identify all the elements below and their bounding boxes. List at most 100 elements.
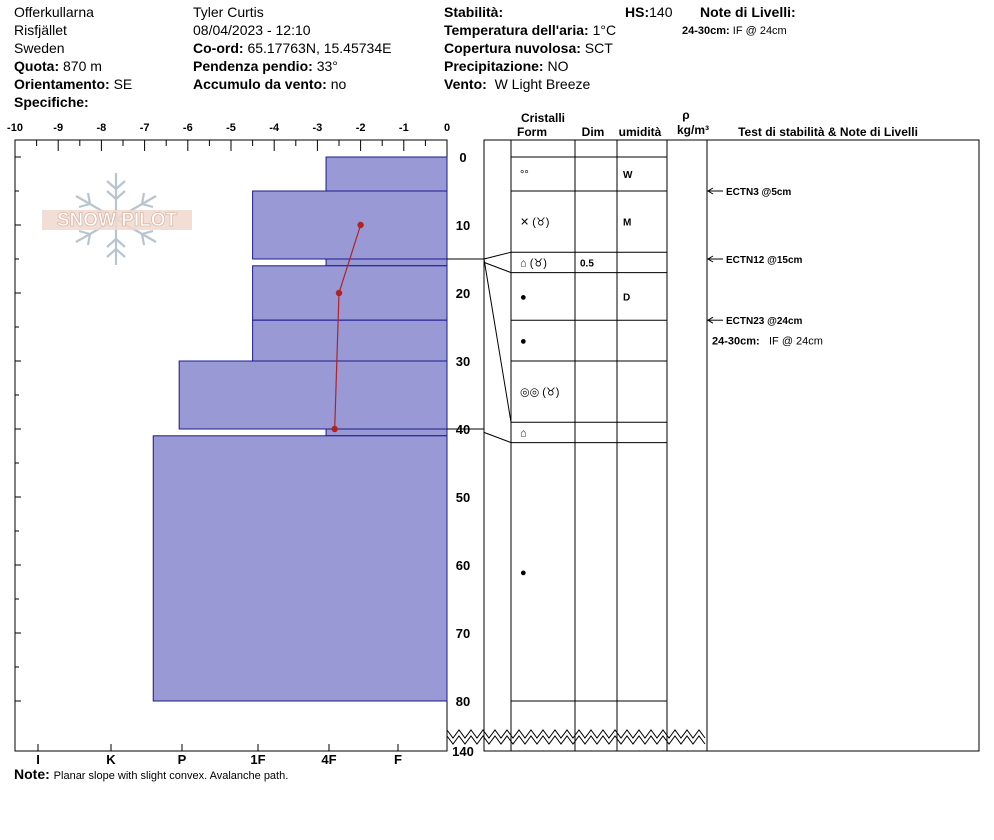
stability-test-label: ECTN3 @5cm: [726, 187, 791, 198]
site-info: Offerkullarna Risfjället Sweden Quota: 8…: [14, 3, 132, 111]
elevation-label: Quota:: [14, 58, 60, 74]
hardness-layer-bar: [252, 190, 448, 260]
hardness-tick-label: F: [394, 752, 402, 767]
hardness-layer-bar: [252, 265, 448, 321]
air-temperature: Temperatura dell'aria: 1°C: [444, 21, 616, 39]
coords-label: Co-ord:: [193, 40, 244, 56]
density-unit-header: kg/m³: [677, 123, 709, 137]
depth-tick-label: 30: [456, 354, 470, 369]
depth-tick-label: 10: [456, 218, 470, 233]
hardness-layer-bar: [325, 428, 448, 437]
depth-max-label: 140: [452, 744, 474, 759]
footer-note: Note: Planar slope with slight convex. A…: [14, 765, 288, 785]
wind-value: W Light Breeze: [494, 76, 591, 92]
grain-form-symbol: ◎◎ (♉): [520, 387, 559, 399]
depth-tick-label: 50: [456, 490, 470, 505]
observer-info: Tyler Curtis 08/04/2023 - 12:10 Co-ord: …: [193, 3, 391, 93]
air-temp-value: 1°C: [592, 22, 617, 38]
slope: Pendenza pendio: 33°: [193, 57, 391, 75]
stability-test-label: ECTN12 @15cm: [726, 255, 803, 266]
cloud-cover: Copertura nuvolosa: SCT: [444, 39, 616, 57]
stability-tests-header: Test di stabilità & Note di Livelli: [738, 125, 918, 139]
strata-frame: [483, 139, 980, 752]
slope-value: 33°: [316, 58, 338, 74]
wind-loading: Accumulo da vento: no: [193, 75, 391, 93]
layer-connector: [483, 261, 512, 274]
grain-form-symbol: ●: [520, 336, 527, 348]
temperature-point: [335, 289, 343, 297]
tests-note-text: IF @ 24cm: [769, 336, 823, 348]
layer-connector: [483, 258, 512, 423]
elevation-value: 870 m: [63, 58, 102, 74]
observer-name: Tyler Curtis: [193, 4, 264, 20]
hardness-tick-label: P: [178, 752, 187, 767]
hardness-tick-label: 1F: [250, 752, 265, 767]
depth-tick-label: 70: [456, 626, 470, 641]
grain-form-symbol: ✕ (♉): [520, 217, 549, 229]
aspect: Orientamento: SE: [14, 75, 132, 93]
layer-notes-depth: 24-30cm:: [682, 25, 730, 37]
cloud-value: SCT: [584, 40, 613, 56]
precip-value: NO: [547, 58, 569, 74]
hs-value: 140: [649, 4, 673, 20]
test-arrow-icon: [707, 316, 714, 324]
crystals-header: Cristalli: [521, 111, 565, 125]
hardness-layer-bar: [325, 258, 448, 267]
note-label: Note:: [14, 766, 50, 782]
layer-connector: [483, 251, 512, 260]
logo-text: SNOW PILOT: [57, 210, 178, 231]
temp-tick-label: -7: [140, 122, 150, 134]
grain-form-symbol: ⌂: [520, 427, 527, 439]
stability-label: Stabilità:: [444, 4, 504, 20]
depth-break-zigzag: [446, 729, 706, 739]
conditions-info: Stabilità: Temperatura dell'aria: 1°C Co…: [444, 3, 616, 93]
hardness-tick-label: K: [106, 752, 116, 767]
hardness-layer-bar: [325, 156, 448, 192]
grain-form-symbol: °°: [520, 169, 529, 181]
temperature-point: [331, 425, 338, 433]
temp-tick-label: -9: [53, 122, 63, 134]
temp-tick-label: -10: [7, 122, 23, 134]
note-text: Planar slope with slight convex. Avalanc…: [53, 770, 289, 782]
area-name: Risfjället: [14, 22, 67, 38]
layer-notes-text: IF @ 24cm: [732, 25, 787, 37]
temp-tick-label: -8: [97, 122, 107, 134]
grain-size-value: 0.5: [580, 258, 594, 269]
depth-tick-label: 60: [456, 558, 470, 573]
snow-height: HS:140: [625, 3, 672, 21]
moisture-value: W: [623, 170, 633, 181]
temp-tick-label: -5: [226, 122, 236, 134]
hardness-layer-bar: [178, 360, 448, 430]
hardness-layer-bar: [252, 319, 448, 362]
air-temp-label: Temperatura dell'aria:: [444, 22, 589, 38]
stability: Stabilità:: [444, 3, 616, 21]
cloud-label: Copertura nuvolosa:: [444, 40, 581, 56]
layer-connector: [483, 431, 512, 444]
wind-loading-value: no: [330, 76, 347, 92]
depth-tick-label: 0: [459, 150, 466, 165]
snowpilot-logo: SNOW PILOT: [42, 173, 192, 265]
moisture-value: M: [623, 218, 631, 229]
grain-form-symbol: ●: [520, 291, 527, 303]
density-symbol: ρ: [682, 108, 689, 122]
temp-tick-label: -4: [269, 122, 280, 134]
hardness-tick-label: I: [36, 752, 40, 767]
layer-notes-item: 24-30cm: IF @ 24cm: [682, 22, 787, 40]
precipitation: Precipitazione: NO: [444, 57, 616, 75]
wind-label: Vento:: [444, 76, 487, 92]
temp-tick-label: -1: [399, 122, 409, 134]
depth-tick-label: 20: [456, 286, 470, 301]
grain-form-symbol: ●: [520, 567, 527, 579]
wind: Vento: W Light Breeze: [444, 75, 616, 93]
depth-tick-label: 80: [456, 694, 470, 709]
temperature-point: [357, 221, 364, 229]
dim-header: Dim: [582, 125, 605, 139]
observation-datetime: 08/04/2023 - 12:10: [193, 22, 311, 38]
stability-test-label: ECTN23 @24cm: [726, 316, 803, 327]
country-name: Sweden: [14, 40, 65, 56]
hs-label: HS:: [625, 4, 650, 20]
hardness-tick-label: 4F: [321, 752, 336, 767]
wind-loading-label: Accumulo da vento:: [193, 76, 327, 92]
moisture-header: umidità: [619, 125, 662, 139]
